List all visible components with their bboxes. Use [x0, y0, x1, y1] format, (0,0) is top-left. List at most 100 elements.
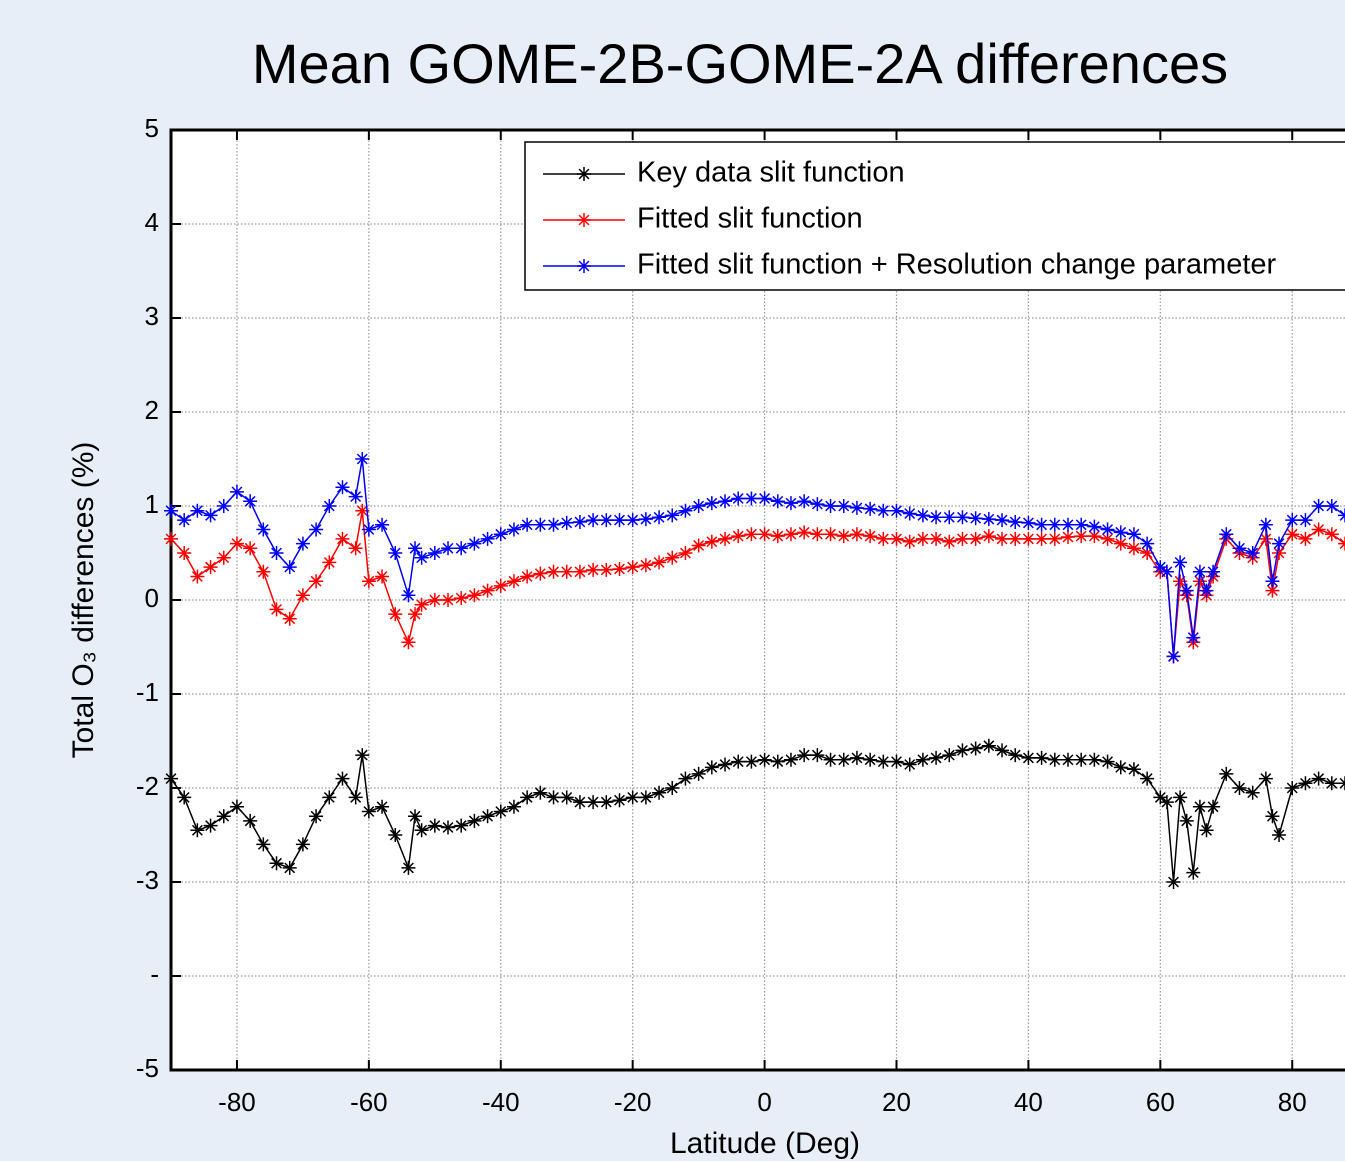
marker [309, 809, 324, 824]
marker [1265, 574, 1280, 589]
marker [295, 536, 310, 551]
marker [915, 508, 930, 523]
marker [1047, 752, 1062, 767]
chart-title: Mean GOME-2B-GOME-2A differences [252, 32, 1228, 95]
marker [1206, 799, 1221, 814]
marker [981, 529, 996, 544]
marker [309, 522, 324, 537]
marker [1159, 564, 1174, 579]
x-tick-label: 0 [757, 1087, 771, 1117]
marker [1173, 574, 1188, 589]
marker [480, 809, 495, 824]
marker [441, 820, 456, 835]
marker [533, 566, 548, 581]
marker [1153, 560, 1168, 575]
marker [797, 525, 812, 540]
marker [216, 550, 231, 565]
y-tick-label: 0 [145, 583, 159, 613]
marker [190, 503, 205, 518]
marker [1034, 531, 1049, 546]
marker [1285, 781, 1300, 795]
marker [1074, 517, 1089, 532]
marker [1087, 752, 1102, 767]
marker [506, 799, 521, 814]
marker [744, 491, 759, 506]
marker [665, 781, 680, 795]
marker [942, 534, 957, 549]
marker [1258, 531, 1273, 546]
x-tick-label: 40 [1014, 1087, 1043, 1117]
marker [546, 790, 561, 805]
marker [968, 741, 983, 756]
marker [823, 752, 838, 767]
marker [282, 560, 297, 575]
marker [902, 506, 917, 521]
marker [414, 550, 429, 565]
y-tick-label: - [150, 959, 159, 989]
marker [493, 804, 508, 819]
marker [586, 795, 601, 810]
marker [177, 790, 192, 805]
marker [401, 635, 416, 650]
marker [467, 588, 482, 603]
marker [559, 564, 574, 579]
marker [375, 517, 390, 532]
marker [1324, 527, 1339, 542]
marker [810, 748, 825, 763]
marker [665, 550, 680, 565]
x-axis-label: Latitude (Deg) [670, 1127, 860, 1160]
marker [612, 561, 627, 576]
marker [678, 503, 693, 518]
marker [506, 522, 521, 537]
marker [955, 531, 970, 546]
marker [256, 837, 271, 852]
y-tick-label: -5 [136, 1053, 159, 1083]
marker [836, 752, 851, 767]
marker [704, 534, 719, 549]
marker [177, 546, 192, 560]
y-axis-label: Total O₃ differences (%) [67, 442, 100, 759]
marker [427, 818, 442, 833]
marker [229, 799, 244, 814]
marker [269, 546, 284, 560]
marker [375, 569, 390, 584]
marker [625, 513, 640, 528]
marker [322, 499, 337, 513]
marker [718, 757, 733, 772]
legend-marker [577, 213, 591, 227]
marker [572, 514, 587, 529]
marker [348, 489, 363, 504]
marker [1034, 750, 1049, 765]
marker [638, 790, 653, 805]
marker [335, 480, 350, 495]
marker [229, 484, 244, 499]
marker [1179, 813, 1194, 828]
marker [467, 813, 482, 828]
marker [638, 512, 653, 527]
marker [902, 757, 917, 772]
marker [1272, 546, 1287, 560]
marker [361, 804, 376, 819]
marker [164, 771, 178, 786]
marker [783, 496, 798, 511]
marker [902, 534, 917, 549]
marker [414, 597, 429, 612]
x-tick-label: -20 [614, 1087, 652, 1117]
legend-label: Fitted slit function + Resolution change… [637, 249, 1277, 281]
marker [863, 501, 878, 516]
marker [836, 529, 851, 544]
marker [836, 499, 851, 513]
marker [757, 527, 772, 542]
marker [1298, 776, 1313, 791]
marker [849, 750, 864, 765]
marker [757, 752, 772, 767]
marker [1074, 529, 1089, 544]
marker [520, 569, 535, 584]
marker [335, 771, 350, 786]
marker [942, 748, 957, 763]
marker [256, 564, 271, 579]
marker [520, 517, 535, 532]
marker [1285, 513, 1300, 528]
marker [586, 562, 601, 577]
marker [361, 574, 376, 589]
